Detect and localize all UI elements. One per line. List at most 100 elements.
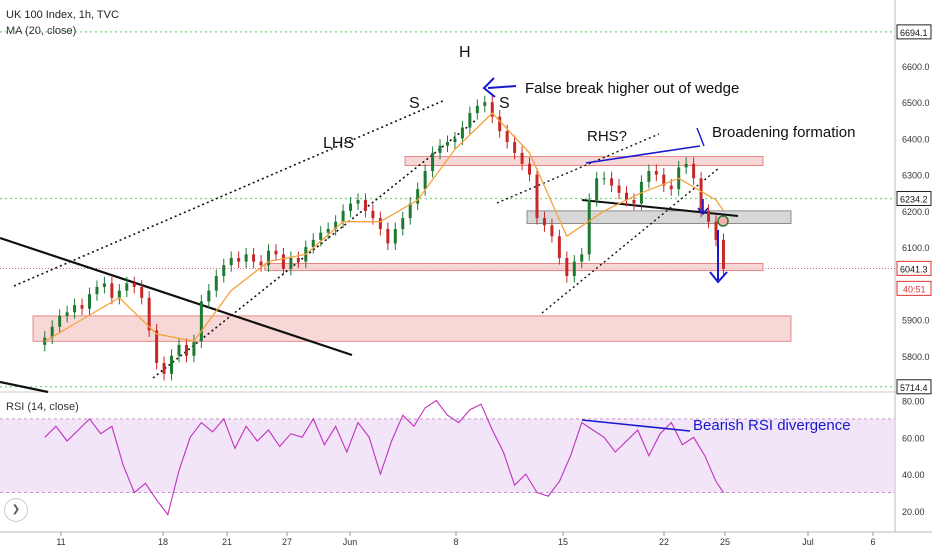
countdown-box [896,280,932,296]
candle-body [632,200,636,204]
candle-body [102,283,106,287]
countdown-label: 40:51 [903,284,926,294]
price-label-box [896,190,932,206]
price-axis[interactable]: 5800.05900.06000.06100.06200.06300.06400… [896,24,932,395]
candle-body [88,294,91,309]
candle-body [170,355,174,374]
price-tick-label: 6300.0 [902,171,930,181]
candle-body [699,178,703,211]
candle-body [50,326,54,338]
candle-body [43,337,47,345]
time-tick-label: 6 [870,537,875,547]
candle-body [572,261,576,277]
candle-body [714,221,718,240]
candle-body [140,286,144,298]
candle-body [557,236,561,258]
annotation-label: False break higher out of wedge [525,80,739,97]
price-label-badge: 6041.3 [896,260,932,276]
wedge-lower-line [152,119,477,379]
candle-body [498,116,502,132]
candle-body [565,257,569,277]
price-tick-label: 5900.0 [902,316,930,326]
candle-body [662,174,666,186]
time-tick-label: 21 [222,537,232,547]
candle-body [326,228,330,233]
rsi-tick-label: 60.00 [902,433,925,443]
rsi-pane: 20.00 40.00 60.00 80.00 Bearish RSI divergen… [0,397,925,517]
candle-body [520,152,524,164]
price-label-badge: 6234.2 [896,190,932,206]
candle-body [371,210,375,219]
candle-body [162,363,166,374]
time-tick-label: 15 [558,537,568,547]
downtrend-line [0,236,353,357]
lower-trend-line [0,380,49,394]
candle-body [625,192,628,200]
price-label-box [896,260,932,276]
channel-upper-line [496,133,660,204]
candle-body [267,250,270,266]
candle-body [647,171,651,182]
candle-body [147,297,151,331]
tradingview-logo-icon[interactable]: ❯ [4,498,28,522]
candle-body [274,250,278,255]
rsi-tick-label: 20.00 [902,507,925,517]
annotation-label: S [409,95,420,112]
candle-body [319,232,323,240]
candle-body [587,200,591,255]
candle-body [356,200,360,204]
candle-body [416,189,420,204]
time-tick-label: 25 [720,537,730,547]
candle-body [95,286,99,295]
price-label-badge: 5714.4 [896,379,932,395]
false-break-arrow-icon [482,77,517,98]
channel-lower-line [541,167,720,314]
candle-body [475,105,479,114]
price-label-text: 6041.3 [900,264,928,274]
candle-body [446,142,449,146]
candle-body [222,265,226,277]
candle-body [117,290,121,298]
price-label-text: 6694.1 [900,28,928,38]
ma-indicator-label[interactable]: MA (20, close) [6,25,77,37]
broadening-lower-line [585,145,701,164]
time-axis[interactable]: 11 18 21 27 Jun 8 15 22 25 Jul 6 [56,532,876,547]
candle-body [155,330,159,364]
candle-body [669,185,673,190]
rsi-tick-label: 80.00 [902,397,925,407]
candle-body [125,283,129,291]
candle-body [65,312,69,316]
neckline [581,199,739,217]
candle-body [378,218,382,229]
time-tick-label: Jun [343,537,358,547]
candle-body [214,276,218,291]
candle-body [237,257,241,262]
candle-body [259,261,263,266]
annotation-label: H [459,44,471,61]
candle-body [707,210,711,222]
candle-body [58,315,62,327]
price-tick-label: 5800.0 [902,352,930,362]
candle-body [401,218,405,229]
price-series [43,95,729,381]
time-tick-label: 11 [56,537,65,547]
candle-body [296,257,300,262]
price-label-text: 6234.2 [900,194,928,204]
candle-body [468,113,472,128]
ma-series [44,112,725,343]
candle-body [483,102,487,106]
zone-rect [32,315,792,342]
candle-body [438,145,442,153]
candle-body [453,138,457,143]
rsi-indicator-label[interactable]: RSI (14, close) [6,401,79,413]
annotation-label: RHS? [587,128,627,145]
candle-body [244,254,248,262]
divergence-line [581,419,691,432]
broadening-link [696,127,705,147]
candle-body [341,210,345,222]
time-tick-label: Jul [802,537,814,547]
candle-body [550,225,554,237]
candle-body [132,283,136,287]
price-tick-label: 6400.0 [902,134,930,144]
